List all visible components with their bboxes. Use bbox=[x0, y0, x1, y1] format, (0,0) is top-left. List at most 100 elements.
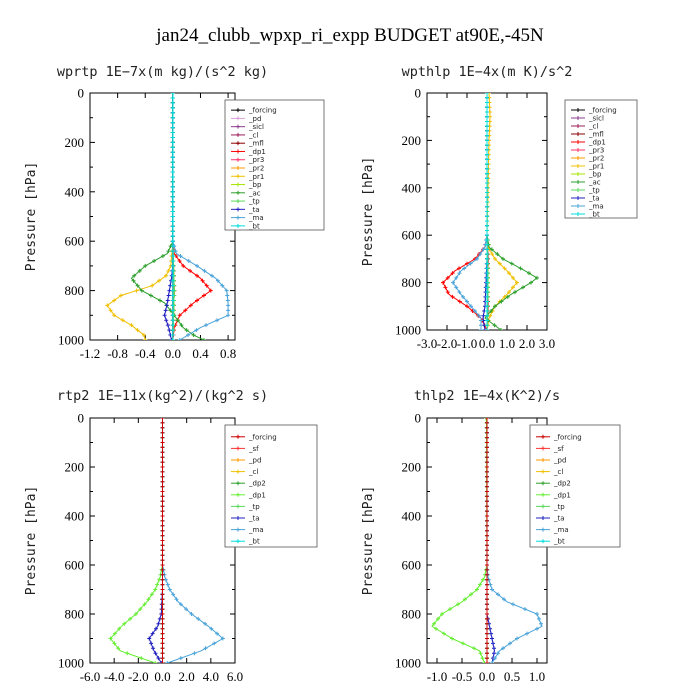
series-marker-ma bbox=[226, 303, 231, 308]
series-marker-ma bbox=[178, 254, 183, 259]
series-marker-ta bbox=[492, 646, 496, 651]
legend-label: _dp1 bbox=[248, 491, 266, 499]
legend-label: _bp bbox=[588, 171, 602, 179]
legend-marker bbox=[236, 469, 240, 474]
series-marker-ac bbox=[505, 294, 510, 299]
series-marker-bt bbox=[170, 338, 175, 340]
series-marker-ma bbox=[209, 273, 214, 278]
x-tick-label: 0.5 bbox=[504, 669, 520, 684]
series-marker-ma bbox=[479, 323, 483, 328]
y-tick-label: 1000 bbox=[58, 656, 84, 671]
series-marker-pr1 bbox=[497, 261, 502, 266]
series-marker-dp1 bbox=[480, 656, 485, 661]
series-marker-forcing bbox=[485, 484, 489, 489]
legend-label: _pr3 bbox=[588, 147, 604, 155]
series-marker-forcing bbox=[485, 450, 489, 455]
legend-marker bbox=[576, 132, 580, 136]
chart-panel-4: thlp2 1E−4x(K^2)/s Pressure [hPa] 0 200 400 6… bbox=[361, 388, 621, 684]
series-marker-forcing bbox=[160, 484, 165, 489]
y-tick-label: 0 bbox=[415, 86, 422, 101]
series-marker-ac bbox=[143, 263, 148, 268]
legend-marker bbox=[541, 492, 545, 497]
series-marker-forcing bbox=[160, 430, 165, 435]
y-tick-label: 600 bbox=[65, 234, 85, 249]
series-marker-ma bbox=[496, 592, 500, 597]
series-marker-forcing bbox=[160, 656, 165, 661]
series-marker-forcing bbox=[485, 587, 489, 592]
chart-panel-1: wprtp 1E−7x(m kg)/(s^2 kg) Pressure [hPa]… bbox=[24, 64, 325, 361]
series-marker-ma bbox=[186, 258, 191, 263]
legend-label: _ta bbox=[588, 195, 600, 203]
series-marker-forcing bbox=[160, 450, 165, 455]
series-marker-dp1 bbox=[201, 293, 206, 298]
series-marker-bt bbox=[485, 242, 489, 247]
series-marker-bt bbox=[170, 303, 175, 308]
legend-marker bbox=[236, 215, 240, 220]
series-marker-ma bbox=[184, 607, 189, 612]
series-marker-bt bbox=[170, 229, 175, 234]
series-marker-ma bbox=[194, 328, 199, 333]
series-marker-ma bbox=[454, 275, 459, 280]
x-tick-label: 0.0 bbox=[479, 669, 495, 684]
series-marker-forcing bbox=[160, 499, 165, 504]
series-marker-dp1 bbox=[478, 582, 482, 587]
series-marker-forcing bbox=[160, 558, 165, 563]
series-marker-bt bbox=[485, 318, 489, 323]
series-marker-forcing bbox=[485, 504, 489, 509]
y-axis-label: Pressure [hPa] bbox=[24, 486, 39, 596]
series-marker-dp1 bbox=[108, 636, 113, 641]
series-marker-bt bbox=[170, 219, 175, 224]
chart-title: wprtp 1E−7x(m kg)/(s^2 kg) bbox=[57, 64, 268, 80]
series-marker-ma bbox=[224, 288, 229, 293]
legend-marker bbox=[236, 199, 240, 204]
series-marker-bt bbox=[485, 313, 489, 318]
series-marker-ac bbox=[184, 328, 189, 333]
legend-marker bbox=[236, 481, 240, 486]
series-marker-bt bbox=[485, 271, 489, 276]
series-marker-dp1 bbox=[463, 597, 467, 602]
series-marker-forcing bbox=[160, 455, 165, 460]
series-marker-dp1 bbox=[177, 313, 182, 318]
legend-label: _tp bbox=[248, 198, 260, 206]
series-marker-bt bbox=[170, 254, 175, 259]
legend-label: _dp1 bbox=[553, 491, 571, 499]
series-marker-dp1 bbox=[122, 621, 127, 626]
series-marker-forcing bbox=[485, 528, 489, 533]
series-marker-pr1 bbox=[134, 288, 139, 293]
series-marker-forcing bbox=[485, 548, 489, 553]
series-marker-ma bbox=[165, 582, 170, 587]
series-marker-bt bbox=[485, 133, 489, 138]
series-marker-forcing bbox=[160, 631, 165, 636]
series-marker-forcing bbox=[160, 602, 165, 607]
legend-marker bbox=[541, 527, 545, 532]
legend-label: _dp1 bbox=[248, 148, 266, 156]
series-marker-bt bbox=[485, 294, 489, 299]
series-marker-pr1 bbox=[166, 268, 171, 273]
series-marker-pr1 bbox=[119, 293, 124, 298]
y-tick-label: 400 bbox=[65, 509, 85, 524]
legend-marker bbox=[576, 140, 580, 144]
series-marker-bt bbox=[485, 152, 489, 157]
series-marker-ac bbox=[132, 273, 137, 278]
series-marker-dp1 bbox=[445, 275, 450, 280]
series-marker-forcing bbox=[160, 592, 165, 597]
legend-marker bbox=[236, 539, 240, 544]
series-marker-bt bbox=[485, 266, 489, 271]
series-marker-forcing bbox=[160, 646, 165, 651]
series-marker-ma bbox=[196, 616, 201, 621]
series-marker-bt bbox=[170, 184, 175, 189]
series-marker-pr1 bbox=[129, 323, 134, 328]
series-marker-dp1 bbox=[440, 612, 444, 616]
series-marker-ac bbox=[131, 278, 136, 283]
legend-marker bbox=[236, 207, 240, 212]
series-marker-ac bbox=[501, 256, 505, 261]
y-tick-label: 600 bbox=[402, 228, 422, 243]
legend-label: _bt bbox=[553, 538, 565, 546]
series-marker-forcing bbox=[485, 631, 489, 636]
series-marker-bt bbox=[485, 171, 489, 176]
series-marker-ta bbox=[153, 626, 158, 631]
series-marker-dp1 bbox=[188, 303, 193, 308]
series-marker-forcing bbox=[160, 489, 165, 494]
legend-marker bbox=[236, 149, 240, 154]
series-marker-pr1 bbox=[502, 266, 507, 271]
